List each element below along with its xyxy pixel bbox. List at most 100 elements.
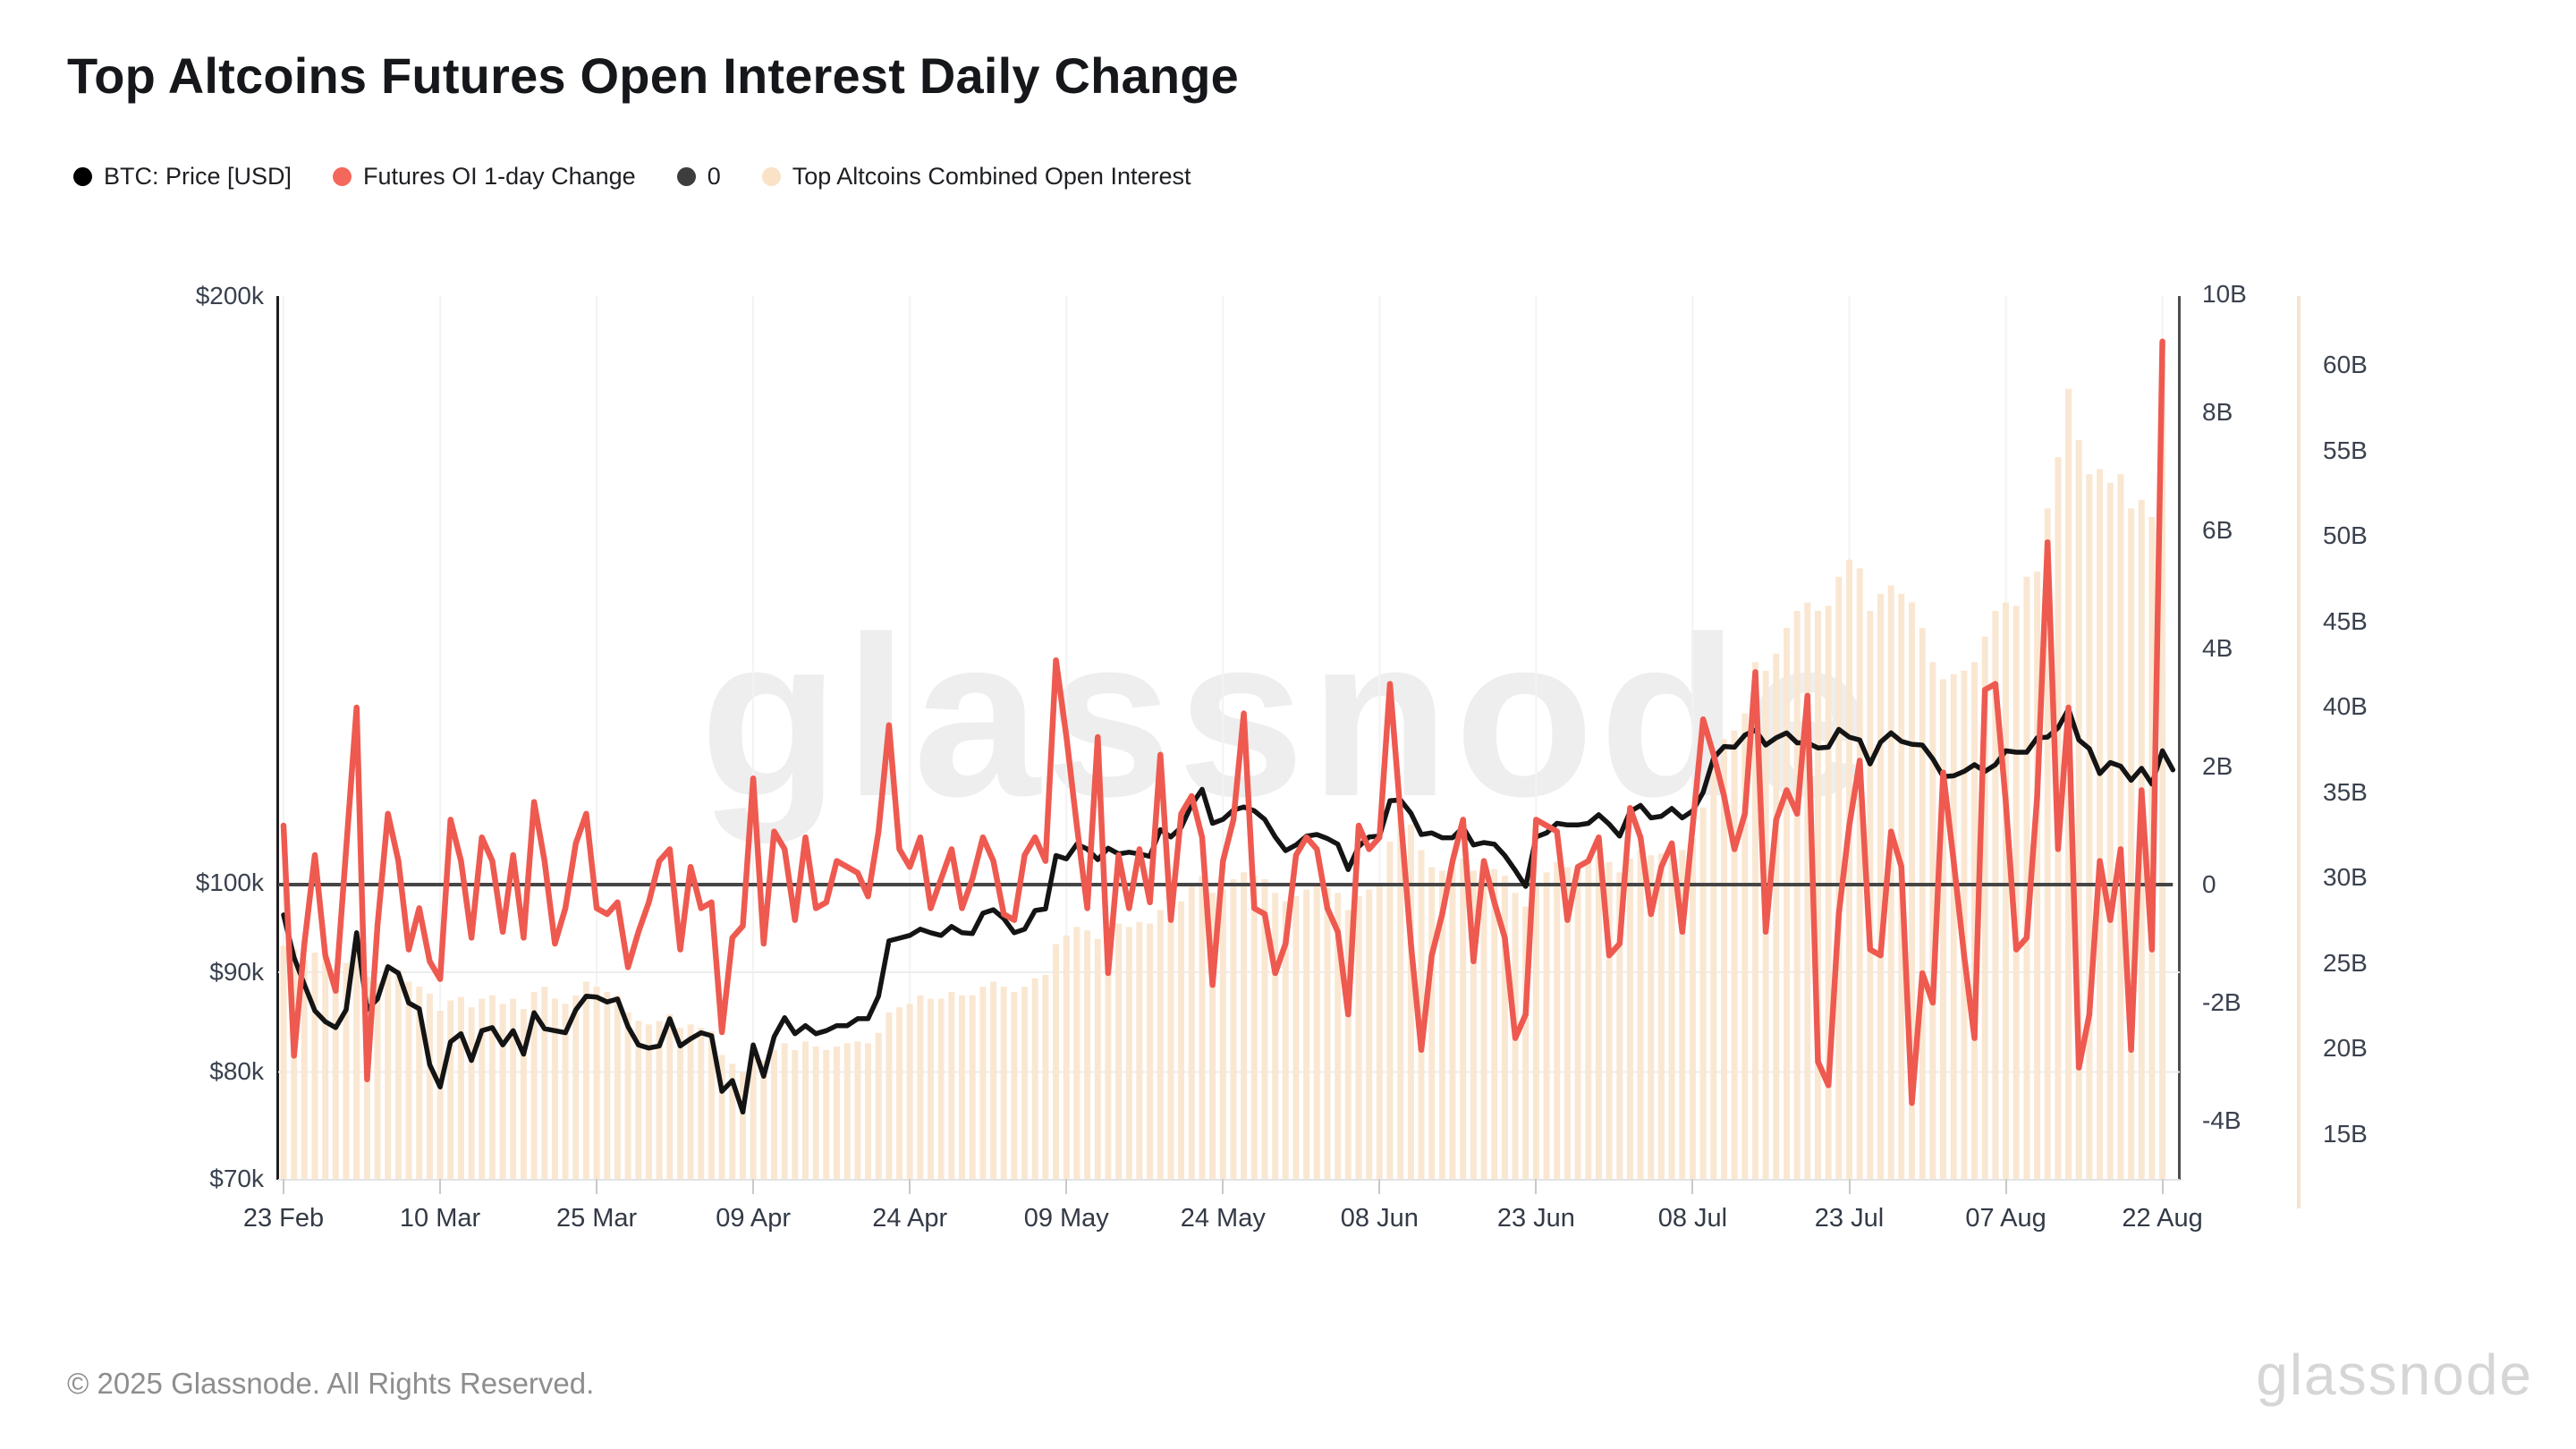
oi-bar <box>2097 469 2104 1179</box>
oi-bar <box>834 1046 840 1179</box>
oi-bar <box>1532 884 1539 1179</box>
oi-bar <box>1449 867 1456 1179</box>
oi-bar <box>1950 674 1957 1179</box>
oi-bar <box>2086 474 2093 1179</box>
oi-bar <box>1522 906 1530 1179</box>
oi-bar <box>1344 910 1352 1179</box>
glassnode-logo: glassnode <box>2256 1343 2533 1407</box>
oi-bar <box>1000 987 1007 1179</box>
oi-bar <box>520 1009 527 1179</box>
oi-bar <box>1606 861 1613 1179</box>
date-tick-mark <box>909 1179 911 1194</box>
change-tick--2B: -2B <box>2202 988 2241 1016</box>
oi-bar <box>802 1041 809 1179</box>
change-tick-4B: 4B <box>2202 634 2233 662</box>
oi-bar <box>2003 602 2009 1179</box>
oi-bar <box>541 987 548 1179</box>
oi-tick-50B: 50B <box>2323 521 2368 549</box>
oi-bar <box>1856 568 1863 1179</box>
price-tick-200k: $200k <box>195 282 264 309</box>
oi-bar <box>1438 870 1445 1179</box>
chart-legend: BTC: Price [USD] Futures OI 1-day Change 0… <box>73 163 1191 191</box>
oi-bar <box>687 1024 694 1179</box>
legend-item-3: Top Altcoins Combined Open Interest <box>761 163 1191 191</box>
oi-bar <box>488 995 496 1179</box>
legend-item-2: 0 <box>676 163 721 191</box>
legend-dot-icon <box>73 167 92 186</box>
oi-bar <box>2023 576 2030 1179</box>
oi-bar <box>280 945 287 1179</box>
oi-bar <box>2044 508 2051 1179</box>
oi-bar <box>708 1030 715 1179</box>
oi-bar <box>1940 679 1946 1179</box>
oi-bar <box>1282 901 1289 1179</box>
chart-title: Top Altcoins Futures Open Interest Daily… <box>67 47 1240 104</box>
oi-bar <box>1909 602 1915 1179</box>
oi-bar <box>1929 662 1936 1179</box>
oi-bar <box>1731 730 1738 1179</box>
oi-axis-spine <box>2297 296 2301 1208</box>
date-tick-label-25-Mar: 25 Mar <box>555 1204 638 1233</box>
oi-bar <box>1105 927 1112 1179</box>
oi-bar <box>582 981 589 1179</box>
oi-bar <box>1335 893 1342 1179</box>
oi-bar <box>729 1063 736 1179</box>
oi-bar <box>468 1007 475 1179</box>
legend-dot-icon <box>676 167 696 186</box>
oi-bar <box>760 1060 767 1179</box>
oi-bar <box>2012 606 2020 1179</box>
oi-bar <box>604 992 611 1179</box>
oi-bar <box>1585 861 1592 1179</box>
oi-bar <box>1407 824 1414 1179</box>
date-tick-mark <box>1535 1179 1538 1194</box>
oi-bar <box>426 993 433 1179</box>
oi-bar <box>593 987 600 1179</box>
oi-bar <box>792 1049 799 1179</box>
oi-tick-35B: 35B <box>2323 778 2368 806</box>
legend-label: BTC: Price [USD] <box>104 163 292 190</box>
change-tick-8B: 8B <box>2202 398 2233 426</box>
oi-bar <box>1125 927 1132 1179</box>
oi-bar <box>1961 670 1968 1179</box>
date-tick-label-08-Jun: 08 Jun <box>1340 1204 1419 1233</box>
chart-plot-area <box>278 296 2180 1179</box>
oi-bar <box>1397 816 1404 1179</box>
date-tick-label-23-Feb: 23 Feb <box>242 1204 325 1233</box>
oi-bar <box>1919 628 1926 1179</box>
oi-bar <box>1595 855 1602 1179</box>
legend-dot-icon <box>761 167 781 186</box>
oi-bar <box>436 1011 444 1179</box>
oi-bar <box>1272 893 1279 1179</box>
oi-bar <box>1157 910 1164 1179</box>
oi-bar <box>823 1049 830 1179</box>
change-tick-0: 0 <box>2202 870 2216 898</box>
oi-bar <box>1637 850 1644 1179</box>
price-tick-100k: $100k <box>195 869 264 896</box>
oi-bar <box>291 949 298 1179</box>
oi-bar <box>906 1004 913 1179</box>
oi-bar <box>385 973 392 1179</box>
oi-bar <box>1376 884 1383 1179</box>
oi-bar <box>1115 923 1123 1179</box>
date-tick-mark <box>1222 1179 1224 1194</box>
oi-bar <box>948 992 955 1179</box>
oi-bar <box>562 1004 569 1179</box>
btc-price-line <box>281 707 2176 1115</box>
oi-bar <box>311 953 318 1179</box>
oi-tick-40B: 40B <box>2323 692 2368 720</box>
oi-tick-45B: 45B <box>2323 607 2368 635</box>
oi-bar <box>1657 853 1665 1179</box>
price-tick-80k: $80k <box>209 1057 264 1085</box>
date-tick-label-07-Aug: 07 Aug <box>1965 1204 2046 1233</box>
date-tick-label-09-Apr: 09 Apr <box>716 1204 792 1233</box>
x-axis-baseline <box>278 1179 2180 1181</box>
oi-bar <box>1209 893 1216 1179</box>
oi-bar <box>2128 508 2135 1179</box>
date-tick-mark <box>283 1179 284 1194</box>
copyright-text: © 2025 Glassnode. All Rights Reserved. <box>67 1367 595 1400</box>
oi-bar <box>1815 611 1821 1179</box>
oi-tick-60B: 60B <box>2323 351 2368 378</box>
oi-bar <box>698 1028 705 1179</box>
oi-bar <box>1136 921 1143 1179</box>
oi-bar <box>394 970 402 1179</box>
